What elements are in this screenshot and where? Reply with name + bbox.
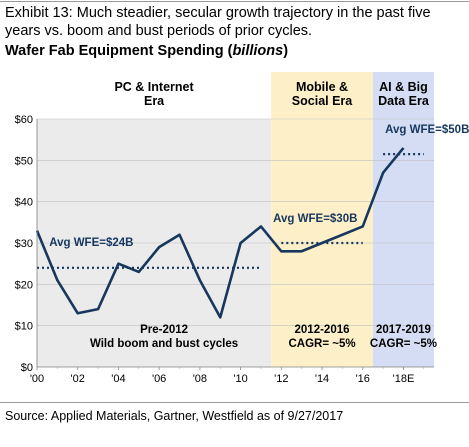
x-tick-label: '18E [393,373,415,385]
wfe-line-chart: $0 $10 $20 $30 $40 $50 $60 '00 '02 '04 '06 '08 '10 '1… [15,72,469,385]
series-lines [35,147,405,319]
x-tick-label: '12 [274,373,288,385]
era-band-3 [372,72,434,367]
x-tick-label: '08 [193,373,207,385]
y-tick-label: $50 [15,155,33,167]
era-bands [37,72,434,367]
chart-title-unit: billions [232,43,284,59]
x-tick-label: '02 [71,373,85,385]
era-title-1: PC & Internet [114,80,194,94]
source-note: Source: Applied Materials, Gartner, West… [5,409,344,423]
era-band-2 [271,72,373,367]
era-note-3: 2017-2019 [376,324,431,336]
y-tick-label: $0 [21,362,33,374]
y-tick-label: $30 [15,238,33,250]
x-tick-label: '10 [233,373,247,385]
era-title-2: Mobile & [296,80,348,94]
exhibit-caption: Exhibit 13: Much steadier, secular growt… [5,5,431,39]
era-title-3: AI & Big [379,80,428,94]
era-title-1: Era [144,94,165,108]
era-note-1: Pre-2012 [140,324,188,336]
average-label-1: Avg WFE=$24B [49,237,133,249]
y-tick-label: $20 [15,279,33,291]
chart-title-main: Wafer Fab Equipment Spending ( [5,43,233,59]
era-note-2: 2012-2016 [295,324,350,336]
x-tick-label: '06 [152,373,166,385]
y-tick-label: $40 [15,197,33,209]
era-note-1: Wild boom and bust cycles [90,338,238,350]
average-label-2: Avg WFE=$30B [273,213,357,225]
average-label-3: Avg WFE=$50B+ [385,124,469,136]
gridlines [37,118,434,326]
era-note-2: CAGR= ~5% [288,338,355,350]
y-tick-label: $60 [15,114,33,126]
footer-rule [0,402,469,403]
era-title-2: Social Era [292,94,353,108]
top-rule [0,1,469,2]
era-note-3: CAGR= ~5% [370,338,437,350]
chart-title-end: ) [283,43,289,59]
x-tick-label: '00 [30,373,44,385]
x-tick-label: '14 [315,373,329,385]
y-tick-label: $10 [15,321,33,333]
x-tick-label: '16 [356,373,370,385]
era-title-3: Data Era [378,94,430,108]
chart-title: Wafer Fab Equipment Spending (billions) [5,42,288,60]
axes: $0 $10 $20 $30 $40 $50 $60 '00 '02 '04 '06 '08 '10 '1… [15,114,434,385]
x-tick-label: '04 [111,373,125,385]
